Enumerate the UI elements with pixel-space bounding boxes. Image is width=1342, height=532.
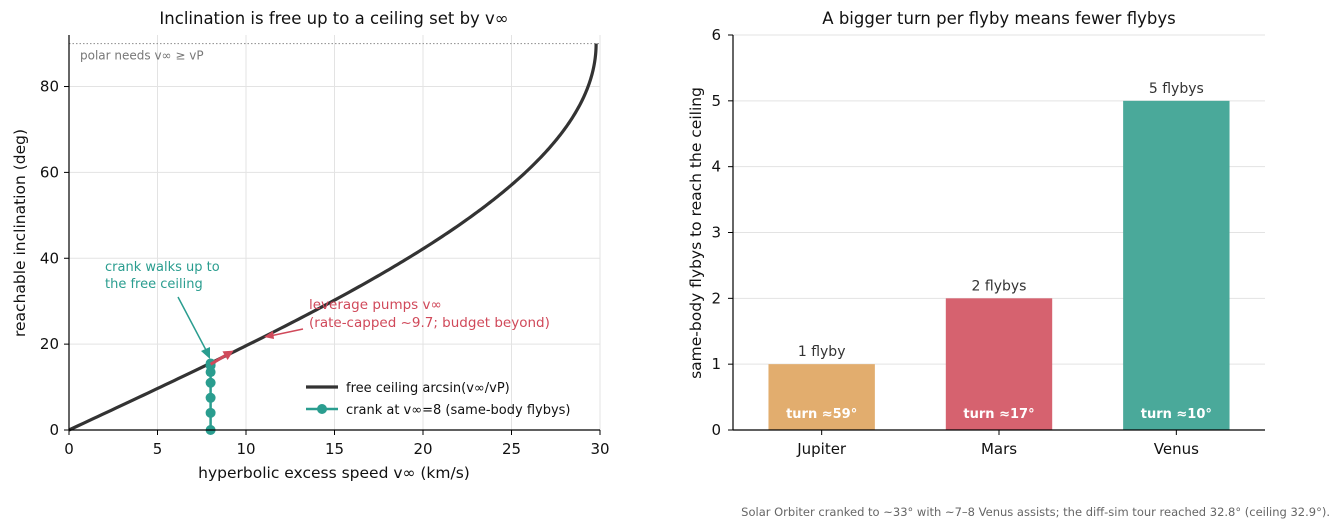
left-x-tick-label: 20 [413, 440, 432, 458]
left-y-tick-label: 0 [49, 421, 59, 439]
polar-line-group: polar needs v∞ ≥ vP [69, 42, 600, 63]
left-chart: Inclination is free up to a ceiling set … [11, 9, 610, 482]
right-y-tick-label: 1 [711, 355, 721, 373]
bar-jupiter [768, 364, 875, 430]
right-y-tick-label: 3 [711, 224, 721, 242]
left-x-tick-label: 10 [236, 440, 255, 458]
leverage-annotation-pointer-head [264, 331, 274, 339]
right-axes: 0 1 2 3 4 5 6 Jupiter Mars Venus [711, 26, 1265, 458]
right-y-tick-label: 6 [711, 26, 721, 44]
leverage-arrowhead [222, 350, 234, 360]
leverage-annotation-pointer [269, 328, 304, 337]
left-y-tick-label: 60 [40, 163, 59, 181]
left-y-tick-label: 20 [40, 335, 59, 353]
free-ceiling-curve [68, 43, 598, 432]
right-y-tick-label: 4 [711, 158, 721, 176]
bar-value-label: 1 flyby [798, 344, 846, 360]
crank-annotation-line2: the free ceiling [105, 277, 203, 292]
right-y-tick-label: 2 [711, 289, 721, 307]
right-y-tick-label: 5 [711, 92, 721, 110]
left-x-tick-label: 25 [502, 440, 521, 458]
legend-crank-marker [317, 404, 327, 414]
bar-group: 1 flyby turn ≈59° 2 flybys turn ≈17° 5 flyby… [768, 81, 1230, 430]
bar-turn-label: turn ≈10° [1141, 407, 1212, 422]
crank-series [205, 358, 216, 435]
right-chart: A bigger turn per flyby means fewer flyb… [687, 9, 1265, 458]
left-chart-title: Inclination is free up to a ceiling set … [159, 9, 508, 28]
right-chart-title: A bigger turn per flyby means fewer flyb… [822, 9, 1175, 28]
left-x-tick-label: 5 [153, 440, 163, 458]
crank-annotation-arrow [177, 296, 208, 353]
polar-label: polar needs v∞ ≥ vP [80, 49, 204, 63]
legend-crank-label: crank at v∞=8 (same-body flybys) [346, 403, 571, 418]
bar-mars [945, 298, 1053, 430]
crank-annotation-arrowhead [201, 347, 210, 359]
leverage-annotation-line1: leverage pumps v∞ [309, 297, 442, 313]
left-grid [68, 35, 601, 431]
left-x-axis-label: hyperbolic excess speed v∞ (km/s) [198, 464, 470, 482]
footnote: Solar Orbiter cranked to ~33° with ~7–8 … [741, 505, 1330, 519]
left-y-tick-label: 40 [40, 249, 59, 267]
leverage-arrow [209, 354, 226, 366]
leverage-annotation-line2: (rate-capped ~9.7; budget beyond) [309, 315, 550, 331]
left-x-tick-label: 30 [590, 440, 609, 458]
crank-point [205, 392, 216, 403]
legend-ceiling-label: free ceiling arcsin(v∞/vP) [346, 381, 510, 396]
left-x-tick-label: 0 [64, 440, 74, 458]
left-legend: free ceiling arcsin(v∞/vP) crank at v∞=8… [306, 381, 571, 418]
bar-turn-label: turn ≈17° [963, 407, 1034, 422]
bar-value-label: 2 flybys [972, 278, 1027, 294]
crank-point [205, 377, 216, 388]
crank-point [205, 407, 216, 418]
left-axes: 0 5 10 15 20 25 30 0 20 40 60 80 [40, 35, 610, 458]
bar-turn-label: turn ≈59° [786, 407, 857, 422]
right-y-tick-label: 0 [711, 421, 721, 439]
left-x-tick-label: 15 [325, 440, 344, 458]
bar-venus [1123, 100, 1230, 430]
left-y-tick-label: 80 [40, 78, 59, 96]
bar-value-label: 5 flybys [1149, 81, 1204, 97]
right-x-tick-label: Venus [1154, 440, 1199, 458]
left-y-axis-label: reachable inclination (deg) [11, 129, 29, 337]
right-x-tick-label: Jupiter [796, 440, 847, 458]
crank-annotation-line1: crank walks up to [105, 260, 220, 275]
right-y-axis-label: same-body flybys to reach the ceiling [687, 87, 705, 379]
right-x-tick-label: Mars [981, 440, 1017, 458]
